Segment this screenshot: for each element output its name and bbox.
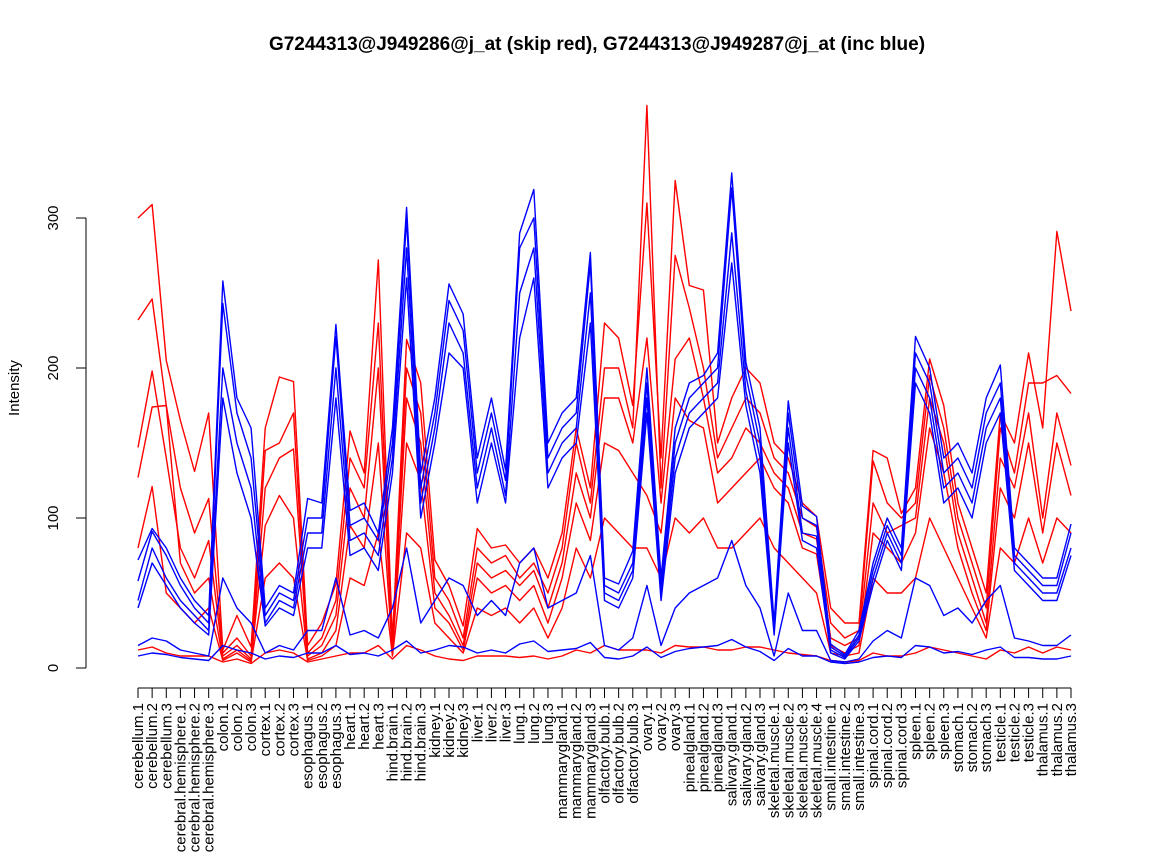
x-tick-label: stomach.1 <box>950 703 967 772</box>
x-tick-label: olfactory.bulb.3 <box>625 703 642 804</box>
y-tick-label: 300 <box>45 205 62 230</box>
x-tick-label: olfactory.bulb.1 <box>597 703 614 804</box>
x-tick-label: ovary.3 <box>667 703 684 751</box>
x-tick-label: skeletal.muscle.1 <box>766 703 783 818</box>
x-tick-label: hind.brain.2 <box>399 703 416 781</box>
x-tick-label: cortex.2 <box>271 703 288 756</box>
series-line-inc_blue_5 <box>137 539 1072 663</box>
x-tick-label: hind.brain.3 <box>413 703 430 781</box>
series-line-skip_red_4 <box>137 397 1072 662</box>
x-tick-label: testicle.2 <box>1006 703 1023 762</box>
x-tick-label: skeletal.muscle.3 <box>794 703 811 818</box>
x-tick-label: lung.1 <box>512 703 529 744</box>
x-tick-label: colon.3 <box>243 703 260 751</box>
x-tick-label: esophagus.2 <box>314 703 331 789</box>
series-line-inc_blue_4 <box>137 262 1072 660</box>
x-tick-label: small.intestine.2 <box>837 703 854 811</box>
x-tick-label: spleen.2 <box>922 703 939 760</box>
x-tick-label: heart.2 <box>356 703 373 750</box>
chart-title: G7244313@J949286@j_at (skip red), G72443… <box>269 34 925 55</box>
x-tick-label: liver.3 <box>498 703 515 742</box>
x-tick-label: cerebellum.3 <box>158 703 175 789</box>
x-tick-label: kidney.1 <box>427 703 444 758</box>
x-tick-label: cortex.3 <box>286 703 303 756</box>
x-tick-label: colon.2 <box>229 703 246 751</box>
x-tick-label: pinealgland.1 <box>681 703 698 792</box>
x-tick-label: pinealgland.2 <box>695 703 712 792</box>
y-tick-label: 0 <box>45 664 62 672</box>
x-tick-label: skeletal.muscle.4 <box>809 703 826 818</box>
y-axis-label: Intensity <box>6 360 23 416</box>
x-tick-label: spleen.1 <box>908 703 925 760</box>
x-tick-label: ovary.1 <box>639 703 656 751</box>
x-tick-label: cerebellum.2 <box>144 703 161 789</box>
series-line-skip_red_2 <box>137 104 1072 657</box>
x-tick-label: cerebral.hemisphere.2 <box>187 703 204 852</box>
x-tick-label: esophagus.3 <box>328 703 345 789</box>
x-tick-label: kidney.3 <box>455 703 472 758</box>
x-tick-label: spleen.3 <box>936 703 953 760</box>
x-tick-label: olfactory.bulb.2 <box>611 703 628 804</box>
x-tick-label: spinal.cord.3 <box>893 703 910 788</box>
x-tick-label: spinal.cord.1 <box>865 703 882 788</box>
x-tick-label: mammarygland.1 <box>554 703 571 819</box>
series-line-skip_red_1 <box>137 179 1072 651</box>
y-tick-label: 200 <box>45 355 62 380</box>
x-tick-label: esophagus.1 <box>300 703 317 789</box>
series-layer <box>137 104 1072 665</box>
x-tick-label: pinealgland.3 <box>710 703 727 792</box>
y-axis: 0 100 200 300 <box>45 205 87 672</box>
x-tick-label: mammarygland.3 <box>582 703 599 819</box>
x-tick-label: stomach.3 <box>978 703 995 772</box>
x-tick-label: spinal.cord.2 <box>879 703 896 788</box>
x-tick-label: mammarygland.2 <box>568 703 585 819</box>
x-tick-label: cortex.1 <box>257 703 274 756</box>
y-tick-label: 100 <box>45 505 62 530</box>
x-tick-label: small.intestine.1 <box>823 703 840 811</box>
x-tick-label: liver.2 <box>483 703 500 742</box>
series-line-skip_red_3 <box>137 337 1072 660</box>
x-tick-label: stomach.2 <box>964 703 981 772</box>
x-axis: cerebellum.1cerebellum.2cerebellum.3cere… <box>130 687 1080 852</box>
x-tick-label: heart.1 <box>342 703 359 750</box>
x-tick-label: ovary.2 <box>653 703 670 751</box>
x-tick-label: salivary.gland.2 <box>738 703 755 806</box>
x-tick-label: kidney.2 <box>441 703 458 758</box>
x-tick-label: salivary.gland.3 <box>752 703 769 806</box>
x-tick-label: testicle.1 <box>992 703 1009 762</box>
x-tick-label: cerebral.hemisphere.1 <box>172 703 189 852</box>
x-tick-label: lung.2 <box>526 703 543 744</box>
x-tick-label: cerebellum.1 <box>130 703 147 789</box>
x-tick-label: skeletal.muscle.2 <box>780 703 797 818</box>
x-tick-label: thalamus.2 <box>1049 703 1066 776</box>
series-line-inc_blue_6 <box>137 638 1072 665</box>
x-tick-label: testicle.3 <box>1021 703 1038 762</box>
x-tick-label: small.intestine.3 <box>851 703 868 811</box>
x-tick-label: salivary.gland.1 <box>724 703 741 806</box>
x-tick-label: colon.1 <box>215 703 232 751</box>
x-tick-label: thalamus.1 <box>1035 703 1052 776</box>
x-tick-label: lung.3 <box>540 703 557 744</box>
x-tick-label: thalamus.3 <box>1063 703 1080 776</box>
x-tick-label: hind.brain.1 <box>384 703 401 781</box>
x-tick-label: heart.3 <box>370 703 387 750</box>
x-tick-label: liver.1 <box>469 703 486 742</box>
x-tick-label: cerebral.hemisphere.3 <box>201 703 218 852</box>
